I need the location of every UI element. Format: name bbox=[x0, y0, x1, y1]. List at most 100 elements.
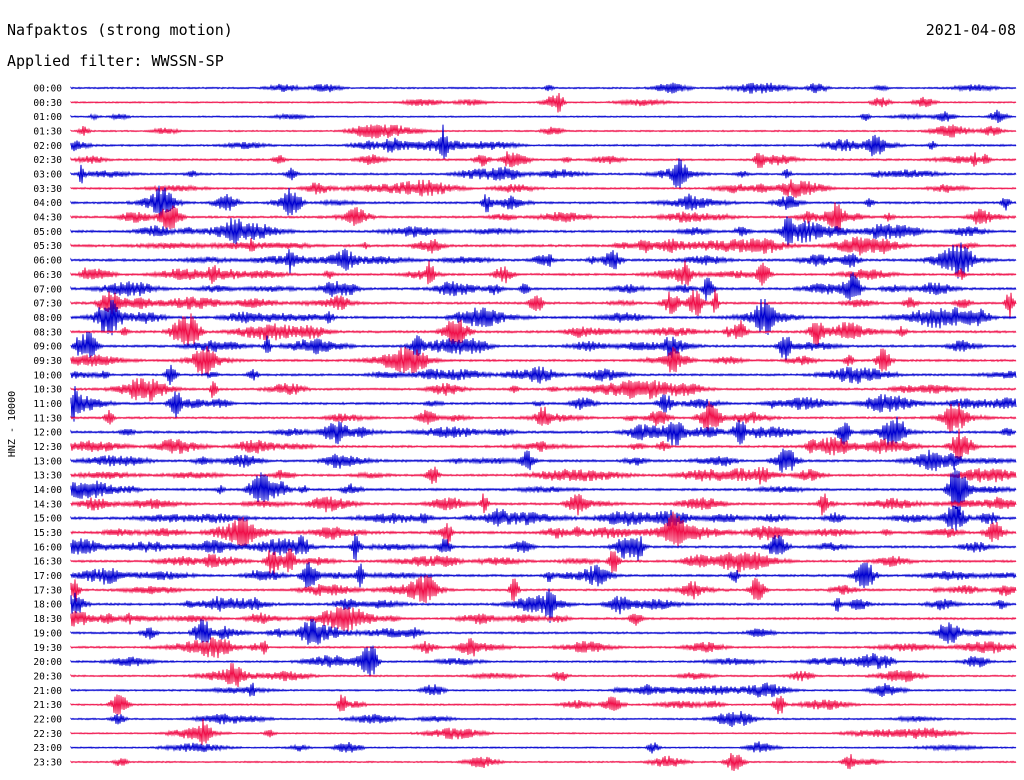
time-tick-labels: 00:00 00:30 01:00 01:30 02:00 02:30 03:00 03:30… bbox=[33, 84, 62, 769]
tick-label: 14:00 bbox=[33, 485, 62, 496]
trace-line bbox=[70, 448, 1017, 473]
trace-line bbox=[70, 313, 1017, 349]
tick-label: 06:30 bbox=[33, 270, 62, 281]
tick-label: 23:30 bbox=[33, 757, 62, 768]
trace-line bbox=[70, 378, 1017, 402]
trace-line bbox=[70, 466, 1017, 485]
trace-line bbox=[70, 575, 1017, 604]
tick-label: 18:30 bbox=[33, 614, 62, 625]
trace-line bbox=[70, 216, 1017, 248]
trace-line bbox=[70, 618, 1017, 645]
tick-label: 10:00 bbox=[33, 370, 62, 381]
trace-line bbox=[70, 289, 1017, 319]
tick-label: 09:00 bbox=[33, 342, 62, 353]
trace-line bbox=[70, 588, 1017, 623]
trace-line bbox=[70, 331, 1017, 361]
tick-label: 09:30 bbox=[33, 356, 62, 367]
tick-label: 12:30 bbox=[33, 442, 62, 453]
tick-label: 16:00 bbox=[33, 542, 62, 553]
tick-label: 21:00 bbox=[33, 686, 62, 697]
trace-line bbox=[70, 548, 1017, 575]
tick-label: 13:00 bbox=[33, 456, 62, 467]
tick-label: 16:30 bbox=[33, 557, 62, 568]
tick-label: 04:00 bbox=[33, 198, 62, 209]
trace-line bbox=[70, 694, 1017, 715]
tick-label: 12:00 bbox=[33, 428, 62, 439]
trace-line bbox=[70, 202, 1017, 232]
tick-label: 02:00 bbox=[33, 141, 62, 152]
trace-line bbox=[70, 185, 1017, 221]
trace-line bbox=[70, 753, 1017, 772]
tick-label: 03:00 bbox=[33, 170, 62, 181]
tick-label: 22:30 bbox=[33, 729, 62, 740]
tick-label: 06:00 bbox=[33, 256, 62, 267]
trace-line bbox=[70, 637, 1017, 659]
tick-label: 07:00 bbox=[33, 284, 62, 295]
trace-line bbox=[70, 562, 1017, 589]
trace-line bbox=[70, 682, 1017, 698]
trace-line bbox=[70, 741, 1017, 754]
trace-line bbox=[70, 151, 1017, 169]
trace-line bbox=[70, 298, 1017, 336]
tick-label: 08:30 bbox=[33, 327, 62, 338]
tick-label: 05:30 bbox=[33, 241, 62, 252]
trace-line bbox=[70, 401, 1017, 434]
trace-line bbox=[70, 364, 1017, 386]
trace-line bbox=[70, 493, 1017, 516]
tick-label: 22:00 bbox=[33, 714, 62, 725]
tick-label: 13:30 bbox=[33, 471, 62, 482]
tick-label: 18:00 bbox=[33, 600, 62, 611]
tick-label: 11:30 bbox=[33, 413, 62, 424]
trace-line bbox=[70, 607, 1017, 632]
tick-label: 23:00 bbox=[33, 743, 62, 754]
tick-label: 02:30 bbox=[33, 155, 62, 166]
tick-label: 11:00 bbox=[33, 399, 62, 410]
tick-label: 19:00 bbox=[33, 628, 62, 639]
trace-line bbox=[70, 242, 1017, 279]
trace-line bbox=[70, 260, 1017, 286]
tick-label: 00:00 bbox=[33, 84, 62, 95]
tick-label: 20:30 bbox=[33, 671, 62, 682]
trace-line bbox=[70, 346, 1017, 377]
trace-line bbox=[70, 718, 1017, 745]
tick-label: 08:00 bbox=[33, 313, 62, 324]
chart-date: 2021-04-08 bbox=[926, 21, 1016, 39]
trace-line bbox=[70, 428, 1017, 460]
trace-line bbox=[70, 511, 1017, 548]
trace-line bbox=[70, 272, 1017, 301]
tick-label: 20:00 bbox=[33, 657, 62, 668]
trace-line bbox=[70, 179, 1017, 198]
tick-label: 17:00 bbox=[33, 571, 62, 582]
tick-label: 04:30 bbox=[33, 213, 62, 224]
tick-label: 05:00 bbox=[33, 227, 62, 238]
trace-line bbox=[70, 663, 1017, 688]
tick-label: 15:30 bbox=[33, 528, 62, 539]
trace-line bbox=[70, 645, 1017, 677]
seismic-traces bbox=[70, 82, 1017, 772]
tick-label: 01:30 bbox=[33, 127, 62, 138]
trace-line bbox=[70, 158, 1017, 189]
trace-line bbox=[70, 505, 1017, 531]
y-axis-label: HNZ - 10000 bbox=[7, 391, 18, 457]
trace-line bbox=[70, 236, 1017, 256]
tick-label: 21:30 bbox=[33, 700, 62, 711]
trace-line bbox=[70, 109, 1017, 123]
trace-line bbox=[70, 710, 1017, 728]
tick-label: 07:30 bbox=[33, 299, 62, 310]
trace-line bbox=[70, 468, 1017, 516]
tick-label: 19:30 bbox=[33, 643, 62, 654]
trace-line bbox=[70, 124, 1017, 139]
tick-label: 15:00 bbox=[33, 514, 62, 525]
station-title: Nafpaktos (strong motion) bbox=[7, 21, 233, 39]
tick-label: 14:30 bbox=[33, 499, 62, 510]
tick-label: 17:30 bbox=[33, 585, 62, 596]
tick-label: 03:30 bbox=[33, 184, 62, 195]
trace-line bbox=[70, 386, 1017, 422]
trace-line bbox=[70, 124, 1017, 159]
trace-line bbox=[70, 82, 1017, 94]
tick-label: 01:00 bbox=[33, 112, 62, 123]
trace-line bbox=[70, 92, 1017, 113]
trace-line bbox=[70, 533, 1017, 561]
tick-label: 00:30 bbox=[33, 98, 62, 109]
